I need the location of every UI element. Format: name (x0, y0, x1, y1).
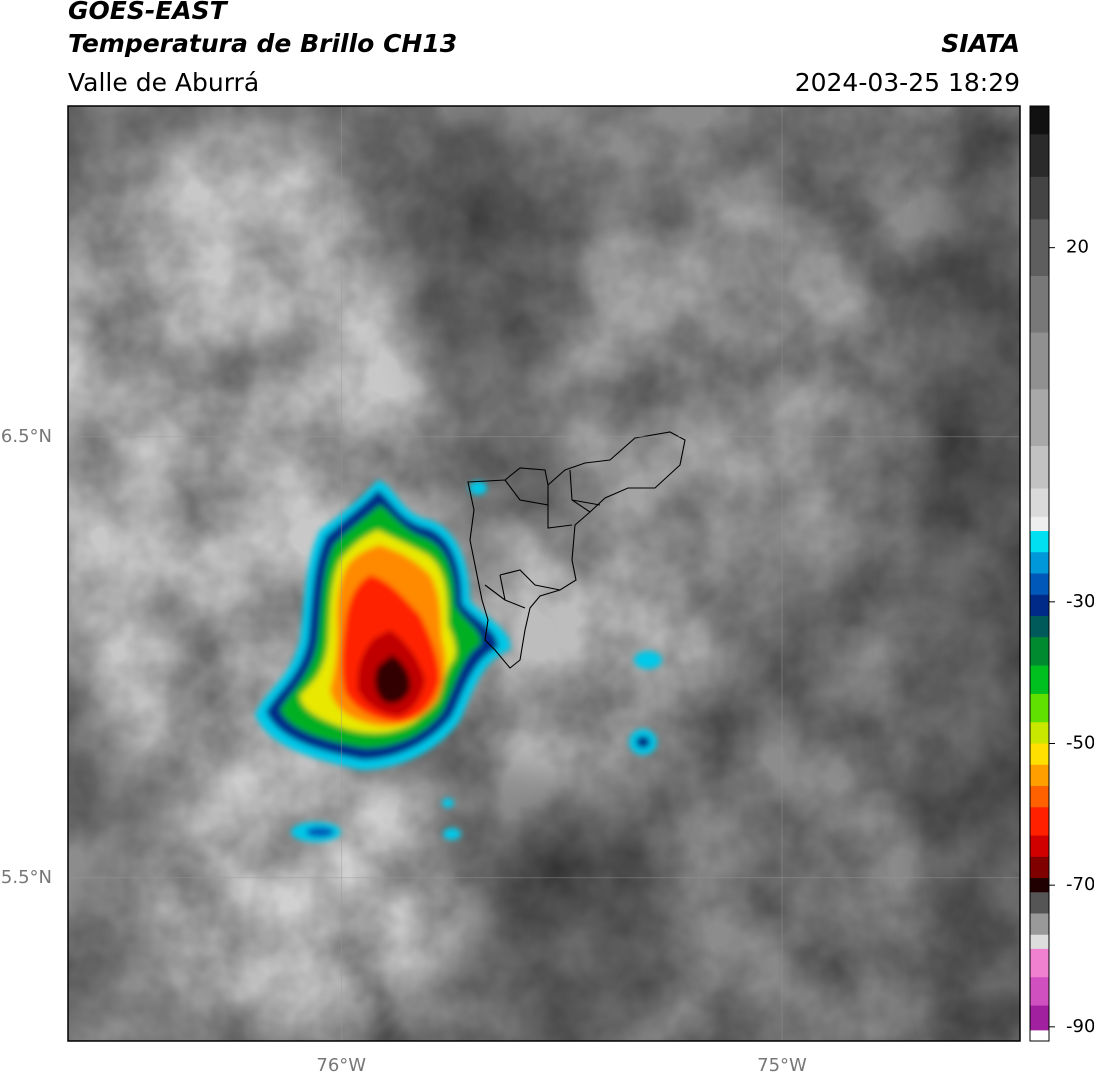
colorbar-band (1030, 106, 1049, 135)
colorbar-band (1030, 892, 1049, 914)
colorbar-band (1030, 446, 1049, 489)
colorbar-band (1030, 389, 1049, 447)
colorbar-band (1030, 219, 1049, 277)
colorbar-band (1030, 913, 1049, 936)
colorbar-band (1030, 516, 1049, 532)
colorbar-band (1030, 332, 1049, 390)
colorbar-band (1030, 764, 1049, 787)
colorbar-band (1030, 722, 1049, 744)
colorbar-band (1030, 665, 1049, 695)
source: SIATA (941, 29, 1020, 58)
colorbar-band (1030, 948, 1049, 978)
colorbar-band (1030, 531, 1049, 553)
colorbar-tick-label: -70 (1066, 874, 1094, 895)
x-tick-label: 75°W (757, 1055, 807, 1076)
colorbar-band (1030, 134, 1049, 178)
colorbar-band (1030, 594, 1049, 617)
colorbar-band (1030, 573, 1049, 596)
colorbar-band (1030, 1030, 1049, 1042)
x-tick-label: 76°W (316, 1055, 366, 1076)
colorbar-tick-label: -90 (1066, 1016, 1094, 1037)
map-image (68, 106, 1020, 1041)
colorbar-band (1030, 977, 1049, 1007)
colorbar-band (1030, 276, 1049, 334)
colorbar-band (1030, 743, 1049, 766)
timestamp: 2024-03-25 18:29 (795, 68, 1020, 97)
y-tick-label: 6.5°N (1, 426, 52, 447)
colorbar-tick-label: -30 (1066, 591, 1094, 612)
subtitle: Temperatura de Brillo CH13 (68, 29, 457, 58)
colorbar-band (1030, 835, 1049, 858)
colorbar-band (1030, 693, 1049, 723)
colorbar-band (1030, 616, 1049, 638)
colorbar-band (1030, 807, 1049, 837)
colorbar-band (1030, 637, 1049, 667)
colorbar-tick-label: -50 (1066, 733, 1094, 754)
colorbar-band (1030, 1005, 1049, 1031)
colorbar-band (1030, 856, 1049, 879)
colorbar-band (1030, 176, 1049, 220)
colorbar-band (1030, 934, 1049, 950)
colorbar-band (1030, 878, 1049, 893)
colorbar-band (1030, 552, 1049, 574)
y-tick-label: 5.5°N (1, 867, 52, 888)
colorbar-band (1030, 488, 1049, 518)
colorbar-frame (1029, 105, 1050, 1042)
title: GOES-EAST (68, 0, 229, 25)
colorbar-band (1030, 786, 1049, 808)
colorbar-tick-label: 20 (1066, 237, 1089, 258)
region: Valle de Aburrá (68, 68, 259, 97)
map-frame (67, 105, 1021, 1042)
